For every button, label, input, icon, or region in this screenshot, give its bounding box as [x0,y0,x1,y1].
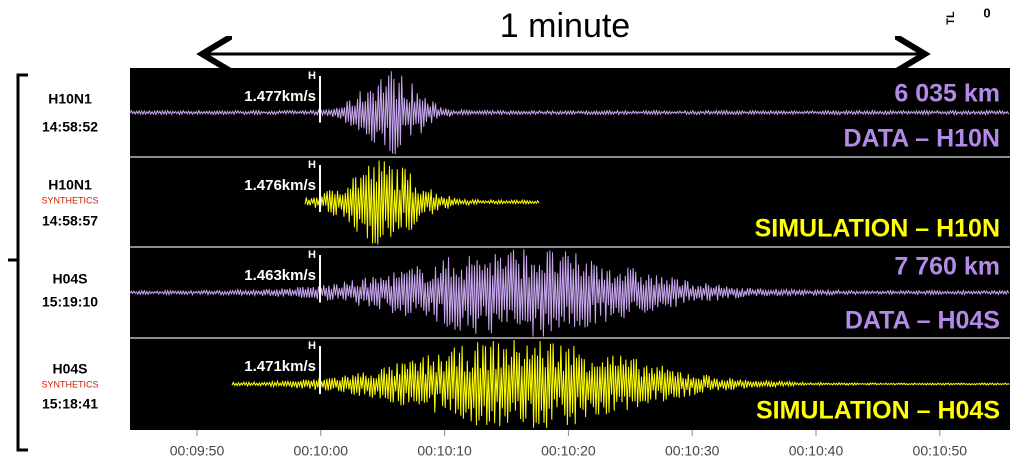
waveform [231,339,1010,429]
waveform [129,249,1010,337]
velocity: 1.471km/s [244,358,316,375]
bracket [8,73,28,452]
arrival-label: H [308,249,316,261]
time-tick-label: 00:10:00 [294,443,349,459]
arrival-label: H [308,340,316,352]
time-tick-label: 00:10:10 [417,443,472,459]
synthetics-tag: SYNTHETICS [41,195,98,205]
station: H04S [52,271,87,287]
time-tick-label: 00:10:40 [789,443,844,459]
station: H04S [52,361,87,377]
trace-label: SIMULATION – H04S [756,397,1000,425]
velocity: 1.477km/s [244,88,316,105]
time-tick-label: 00:10:30 [665,443,720,459]
start-time: 14:58:52 [42,119,98,135]
time-tick-label: 00:10:50 [913,443,968,459]
plot-area [130,68,1010,430]
station: H10N1 [48,91,92,107]
distance: 7 760 km [894,253,1000,281]
synthetics-tag: SYNTHETICS [41,379,98,389]
title: 1 minute [500,7,630,45]
corner-label: TL [945,11,957,25]
velocity: 1.476km/s [244,177,316,194]
arrival-label: H [308,70,316,82]
time-tick-label: 00:10:20 [541,443,596,459]
start-time: 14:58:57 [42,213,98,229]
velocity: 1.463km/s [244,267,316,284]
station: H10N1 [48,177,92,193]
corner-label: 0 [983,5,990,20]
trace-label: SIMULATION – H10N [755,215,1000,243]
distance: 6 035 km [894,80,1000,108]
start-time: 15:18:41 [42,396,98,412]
start-time: 15:19:10 [42,294,98,310]
trace-label: DATA – H10N [843,125,1000,153]
trace-label: DATA – H04S [845,307,1000,335]
waveform [304,160,540,245]
arrival-label: H [308,159,316,171]
time-tick-label: 00:09:50 [170,443,225,459]
traces: H 1.477km/s DATA – H10N 6 035 km H10N1 14:58:… [41,70,1010,459]
waveform [129,71,1010,155]
